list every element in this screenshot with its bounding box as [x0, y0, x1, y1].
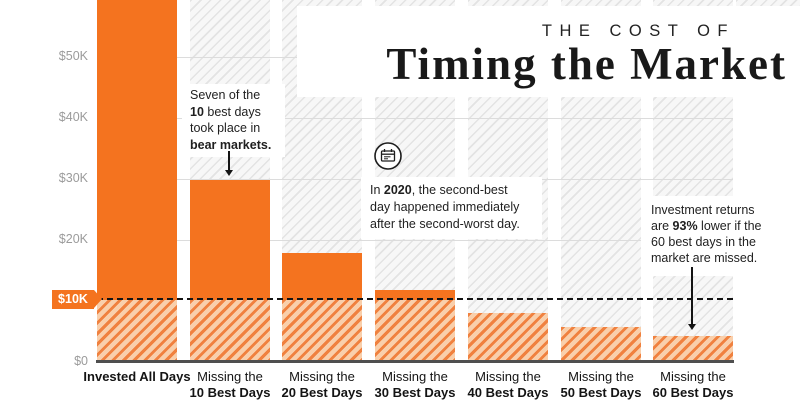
x-axis-label-line1: Invested All Days: [83, 369, 191, 384]
bear-markets-arrow: [228, 151, 230, 171]
x-axis-label-invested-all-days: Invested All Days: [77, 369, 197, 403]
annotation-line: bear markets.: [190, 137, 272, 152]
bar-missing-the-60-best-days: [653, 336, 733, 362]
annotation-line: Seven of the: [190, 88, 261, 102]
bar-below-10k-missing-the-30-best-days: [375, 300, 455, 362]
x-axis-label-line2: 50 Best Days: [560, 384, 642, 400]
x-axis-label-missing-the-20-best-days: Missing the 20 Best Days: [262, 369, 382, 403]
x-axis-label-line1: Missing the: [568, 369, 634, 384]
annotation-line: 60 best days in the: [651, 235, 756, 249]
bar-below-10k-missing-the-20-best-days: [282, 300, 362, 362]
x-axis-baseline: [96, 360, 734, 363]
title-block: THE COST OF Timing the Market: [297, 6, 800, 97]
x-axis-label-missing-the-10-best-days: Missing the 10 Best Days: [170, 369, 290, 403]
annotation-line: 10 best days: [190, 104, 261, 119]
x-axis-label-line1: Missing the: [475, 369, 541, 384]
title-kicker: THE COST OF: [541, 22, 735, 40]
annotation-bear-markets: Seven of the 10 best days took place in …: [182, 84, 285, 157]
x-axis-label-line2: 20 Best Days: [281, 384, 363, 400]
x-axis-label-line2: 10 Best Days: [189, 384, 271, 400]
annotation-line: after the second-worst day.: [370, 217, 520, 231]
x-axis-label-line2: 60 Best Days: [652, 384, 734, 400]
y-axis-tick-30k: $30K: [58, 171, 88, 185]
top-edge-hatch-strip: [736, 0, 800, 6]
threshold-dashed-line: [97, 298, 733, 300]
x-axis-label-line1: Missing the: [197, 369, 263, 384]
annotation-line: are 93% lower if the: [651, 219, 762, 233]
bar-missing-the-20-best-days: [282, 253, 362, 300]
annotation-93-percent: Investment returns are 93% lower if the …: [641, 196, 769, 276]
calendar-icon: [373, 141, 403, 171]
x-axis-label-line2: 30 Best Days: [374, 384, 456, 400]
gridline-40k: [97, 118, 733, 119]
x-axis-label-missing-the-40-best-days: Missing the 40 Best Days: [448, 369, 568, 403]
y-axis-tick-50k: $50K: [58, 49, 88, 63]
x-axis-label-line1: Missing the: [289, 369, 355, 384]
y-axis-tick-20k: $20K: [58, 232, 88, 246]
annotation-line: market are missed.: [651, 251, 758, 265]
annotation-line: took place in: [190, 121, 261, 135]
x-axis-label-line1: Missing the: [382, 369, 448, 384]
x-axis-label-missing-the-50-best-days: Missing the 50 Best Days: [541, 369, 661, 403]
threshold-badge: $10K: [52, 290, 94, 309]
bar-below-10k-invested-all-days: [97, 300, 177, 362]
bar-missing-the-50-best-days: [561, 327, 641, 362]
annotation-line: day happened immediately: [370, 200, 520, 214]
y-axis-tick-40k: $40K: [58, 110, 88, 124]
x-axis-label-line2: 40 Best Days: [467, 384, 549, 400]
x-axis-label-line1: Missing the: [660, 369, 726, 384]
annotation-line: In 2020, the second-best: [370, 183, 508, 197]
93-percent-arrowhead-icon: [688, 324, 696, 330]
page-title: Timing the Market: [386, 39, 787, 89]
x-axis-label-missing-the-60-best-days: Missing the 60 Best Days: [633, 369, 753, 403]
bar-missing-the-10-best-days: [190, 180, 270, 300]
bar-invested-all-days: [97, 0, 177, 300]
y-axis-tick-0k: $0: [74, 354, 88, 368]
gridline-20k: [97, 240, 733, 241]
annotation-line: Investment returns: [651, 203, 755, 217]
bar-missing-the-30-best-days: [375, 290, 455, 300]
bar-missing-the-40-best-days: [468, 313, 548, 362]
93-percent-arrow: [691, 267, 693, 325]
x-axis-label-missing-the-30-best-days: Missing the 30 Best Days: [355, 369, 475, 403]
annotation-2020: In 2020, the second-best day happened im…: [361, 177, 542, 239]
threshold-badge-arrow-icon: [94, 290, 102, 308]
bar-below-10k-missing-the-10-best-days: [190, 300, 270, 362]
bear-markets-arrowhead-icon: [225, 170, 233, 176]
